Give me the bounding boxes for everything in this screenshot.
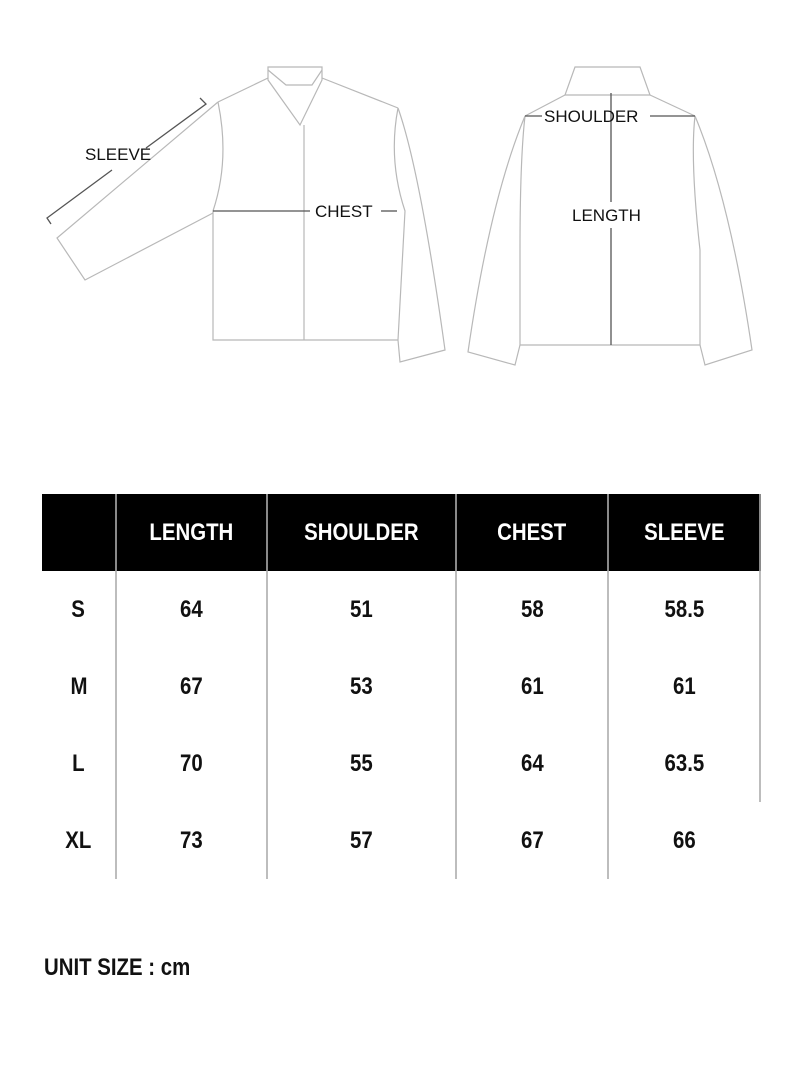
header-shoulder: SHOULDER [266, 494, 456, 571]
chest-cell: 61 [455, 648, 608, 725]
chest-cell: 67 [455, 802, 608, 879]
table-header-row: LENGTH SHOULDER CHEST SLEEVE [42, 494, 761, 571]
length-cell: 73 [115, 802, 267, 879]
chest-cell: 64 [455, 725, 608, 802]
size-cell: S [71, 595, 86, 623]
size-cell: XL [65, 826, 92, 854]
shoulder-cell: 57 [266, 802, 456, 879]
size-cell: L [72, 749, 85, 777]
length-cell: 70 [115, 725, 267, 802]
back-measure-lines [525, 93, 695, 345]
length-label: LENGTH [572, 206, 641, 225]
length-cell: 64 [115, 571, 267, 648]
table-row: M 67 53 61 61 [42, 648, 761, 725]
shoulder-cell: 55 [266, 725, 456, 802]
chest-label: CHEST [315, 202, 373, 221]
header-chest: CHEST [455, 494, 608, 571]
sleeve-cell: 58.5 [607, 571, 761, 648]
sleeve-label: SLEEVE [85, 145, 151, 164]
sleeve-cell: 66 [607, 802, 760, 879]
shoulder-cell: 53 [266, 648, 456, 725]
table-row: XL 73 57 67 66 [42, 802, 760, 879]
unit-size-note: UNIT SIZE : cm [44, 954, 191, 981]
chest-cell: 58 [455, 571, 608, 648]
header-sleeve: SLEEVE [607, 494, 761, 571]
sleeve-cell: 63.5 [607, 725, 761, 802]
table-row: L 70 55 64 63.5 [42, 725, 761, 802]
size-cell: M [70, 672, 87, 700]
shoulder-cell: 51 [266, 571, 456, 648]
front-jacket-drawing [56, 66, 446, 363]
sleeve-cell: 61 [607, 648, 761, 725]
length-cell: 67 [115, 648, 267, 725]
shoulder-label: SHOULDER [544, 107, 638, 126]
jacket-measurement-diagram: SLEEVE CHEST SHOULDER LENGTH [46, 66, 753, 366]
header-size [42, 494, 116, 571]
table-row: S 64 51 58 58.5 [42, 571, 761, 648]
size-table: LENGTH SHOULDER CHEST SLEEVE S 64 51 58 … [42, 494, 761, 879]
header-length: LENGTH [115, 494, 267, 571]
front-measure-lines [46, 97, 397, 225]
back-jacket-drawing [467, 66, 753, 366]
